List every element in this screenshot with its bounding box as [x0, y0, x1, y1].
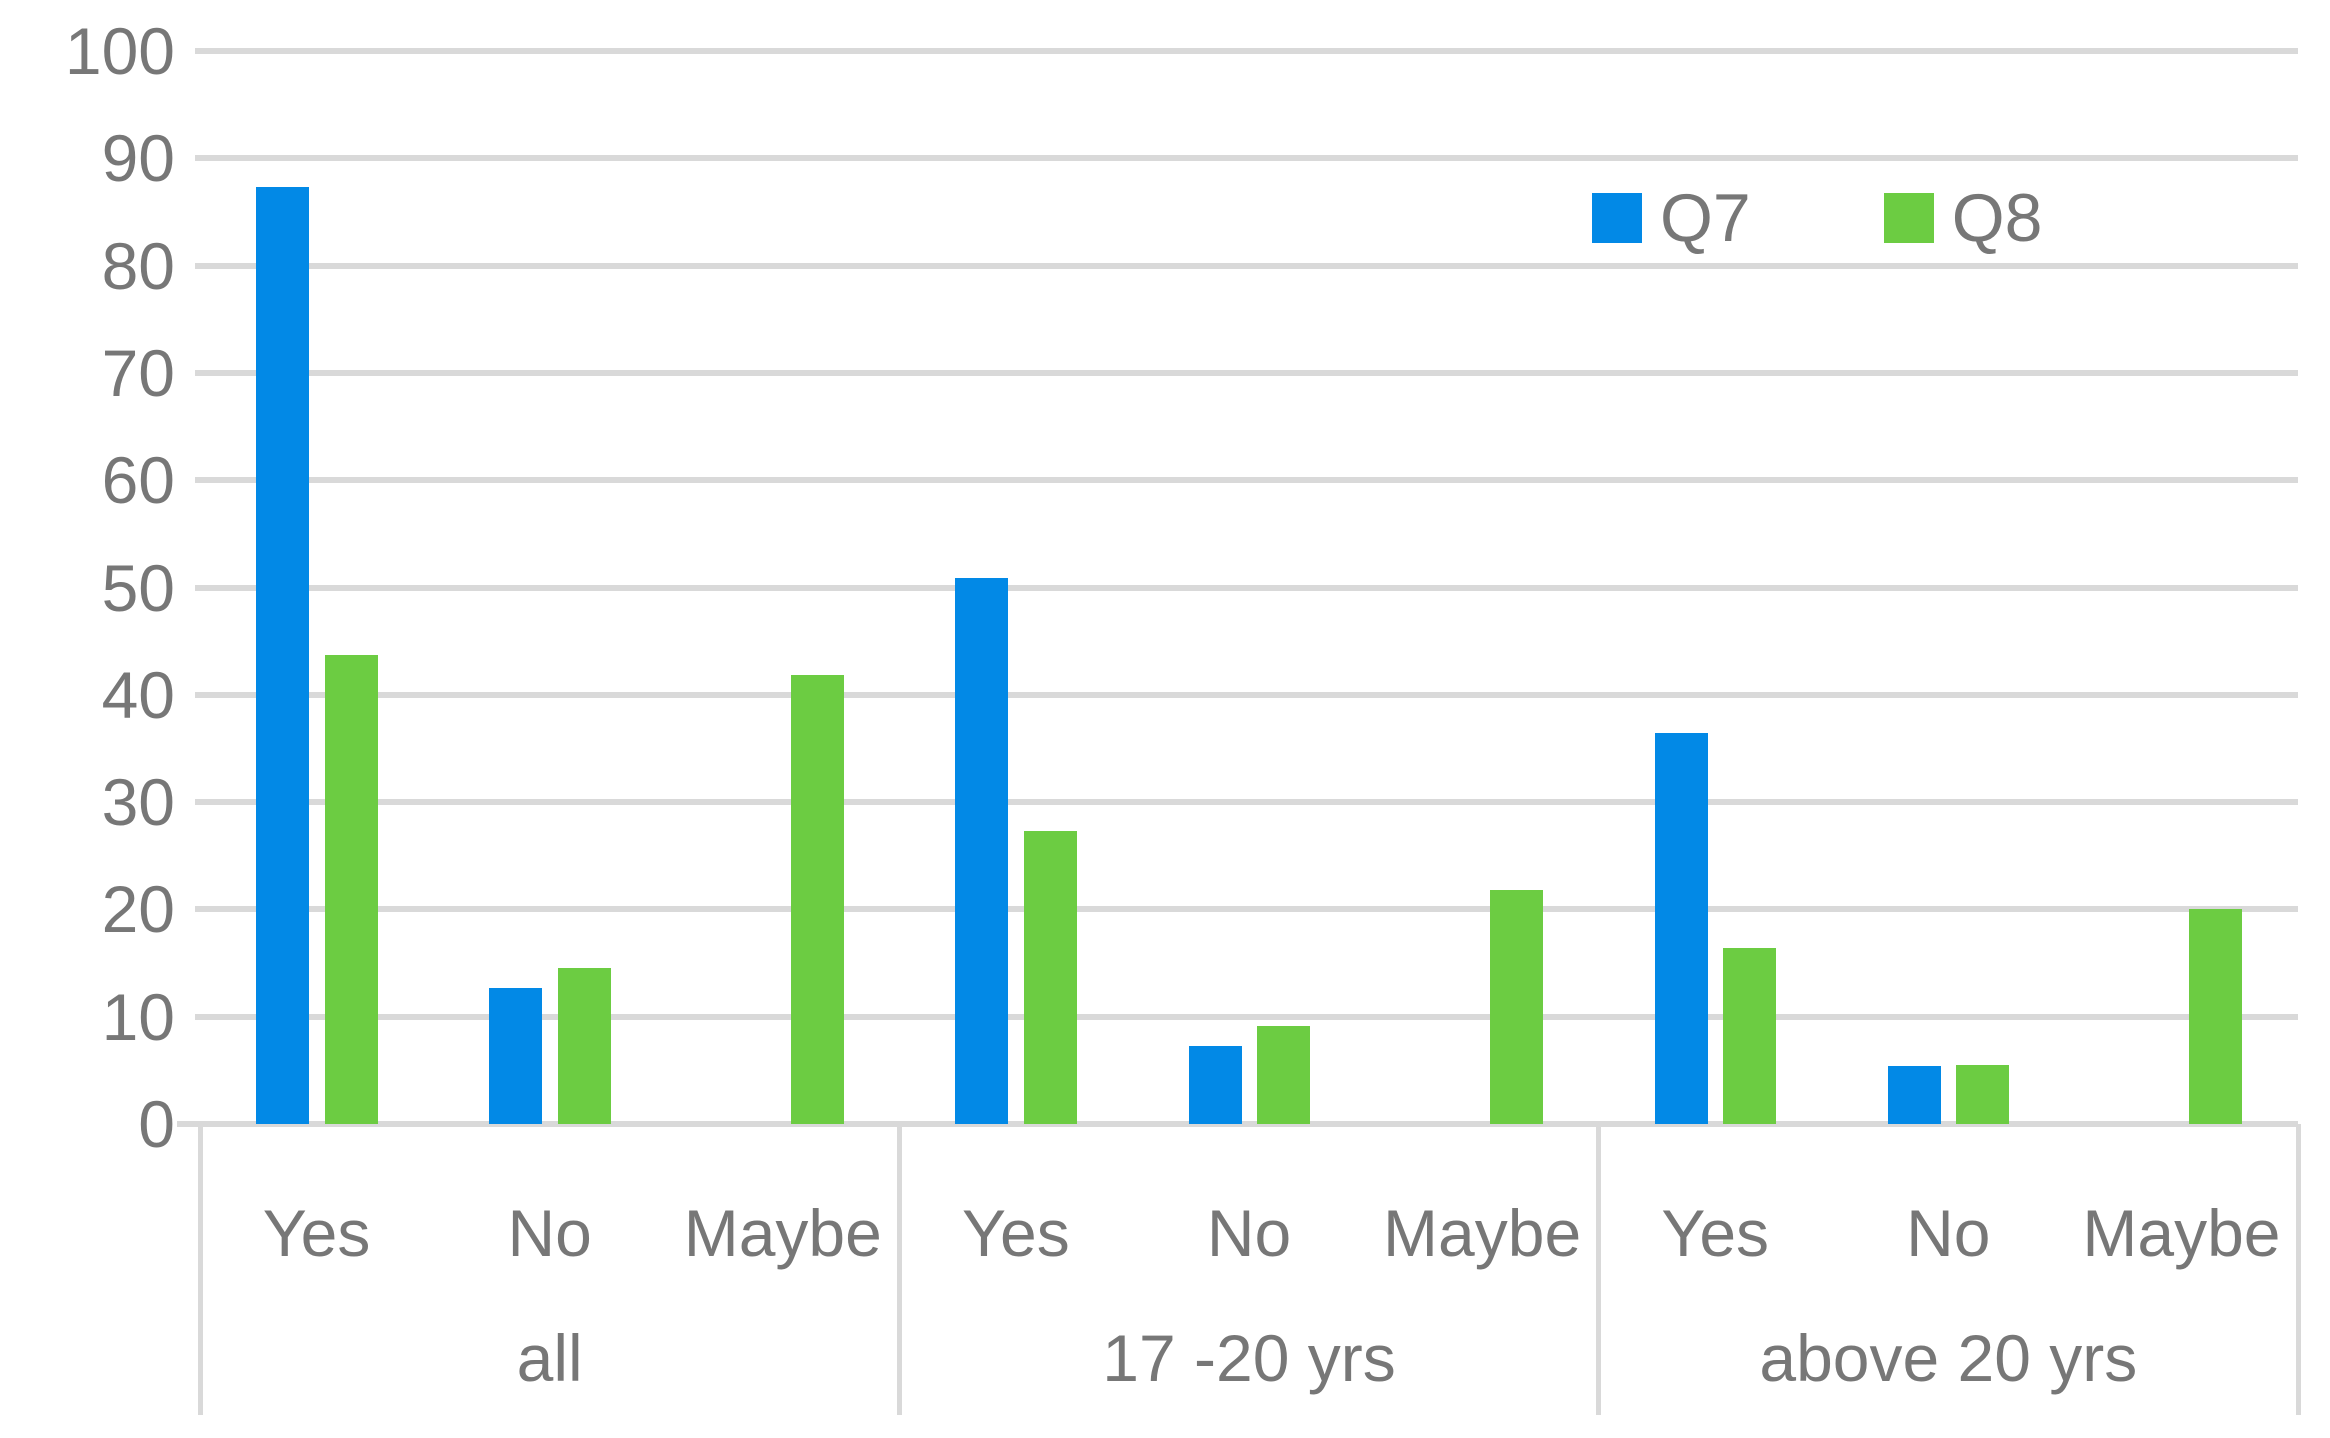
gridline [195, 48, 2298, 54]
axis-divider [896, 1124, 902, 1415]
y-tick-label: 90 [101, 121, 175, 196]
category-label: Yes [1661, 1196, 1770, 1270]
y-tick-label: 0 [138, 1087, 175, 1161]
bar-q8-no [1956, 1064, 2010, 1124]
gridline [195, 477, 2298, 484]
group-label: all [516, 1321, 583, 1395]
bar-q7-no [489, 987, 543, 1124]
x-axis-line [177, 1121, 2298, 1127]
gridline [195, 691, 2298, 698]
category-label: Yes [262, 1196, 371, 1270]
y-tick-label: 60 [101, 443, 175, 518]
legend-label-q8: Q8 [1951, 180, 2043, 256]
y-tick-label: 40 [101, 657, 175, 732]
bar-q8-maybe [2189, 909, 2243, 1124]
bar-q8-yes [1723, 948, 1777, 1124]
q8-swatch-icon [1883, 193, 1934, 243]
q7-swatch-icon [1592, 193, 1642, 243]
group-label: 17 -20 yrs [1102, 1321, 1396, 1395]
legend-item-q8: Q8 [1883, 180, 2043, 256]
bar-q8-no [557, 968, 611, 1124]
bar-q7-yes [1654, 733, 1708, 1124]
category-label: Yes [962, 1196, 1070, 1270]
bar-q8-maybe [1490, 890, 1544, 1124]
category-label: Maybe [2082, 1196, 2281, 1270]
y-tick-label: 80 [101, 228, 175, 303]
bar-q7-no [1887, 1066, 1941, 1124]
group-label: above 20 yrs [1759, 1321, 2138, 1395]
category-label: No [1206, 1196, 1292, 1270]
bar-q7-yes [256, 187, 310, 1124]
legend-item-q7: Q7 [1592, 184, 1751, 252]
y-tick-label: 10 [101, 979, 175, 1054]
bar-q7-no [1188, 1045, 1242, 1124]
y-tick-label: 100 [64, 14, 175, 88]
bar-q8-yes [324, 655, 378, 1124]
category-label: No [507, 1196, 592, 1270]
gridline [195, 369, 2298, 376]
bar-q8-no [1257, 1026, 1310, 1124]
axis-divider [1596, 1124, 1602, 1415]
gridline [195, 155, 2298, 162]
gridline [195, 1013, 2298, 1020]
category-label: Maybe [1383, 1196, 1582, 1270]
legend: Q7 Q8 [1592, 166, 2042, 270]
gridline [195, 906, 2298, 913]
category-label: Maybe [683, 1196, 882, 1270]
bar-q7-yes [955, 577, 1009, 1124]
gridline [195, 584, 2298, 591]
legend-label-q7: Q7 [1660, 180, 1751, 256]
bar-q8-maybe [790, 675, 844, 1124]
axis-divider [197, 1124, 203, 1415]
y-tick-label: 50 [101, 550, 175, 625]
y-tick-label: 30 [101, 765, 175, 840]
gridline [195, 262, 2298, 269]
y-tick-label: 20 [101, 872, 175, 947]
bar-q8-yes [1023, 831, 1077, 1124]
gridline [195, 799, 2298, 806]
category-label: No [1906, 1196, 1991, 1270]
axis-divider [2295, 1124, 2301, 1415]
y-tick-label: 70 [101, 335, 175, 410]
